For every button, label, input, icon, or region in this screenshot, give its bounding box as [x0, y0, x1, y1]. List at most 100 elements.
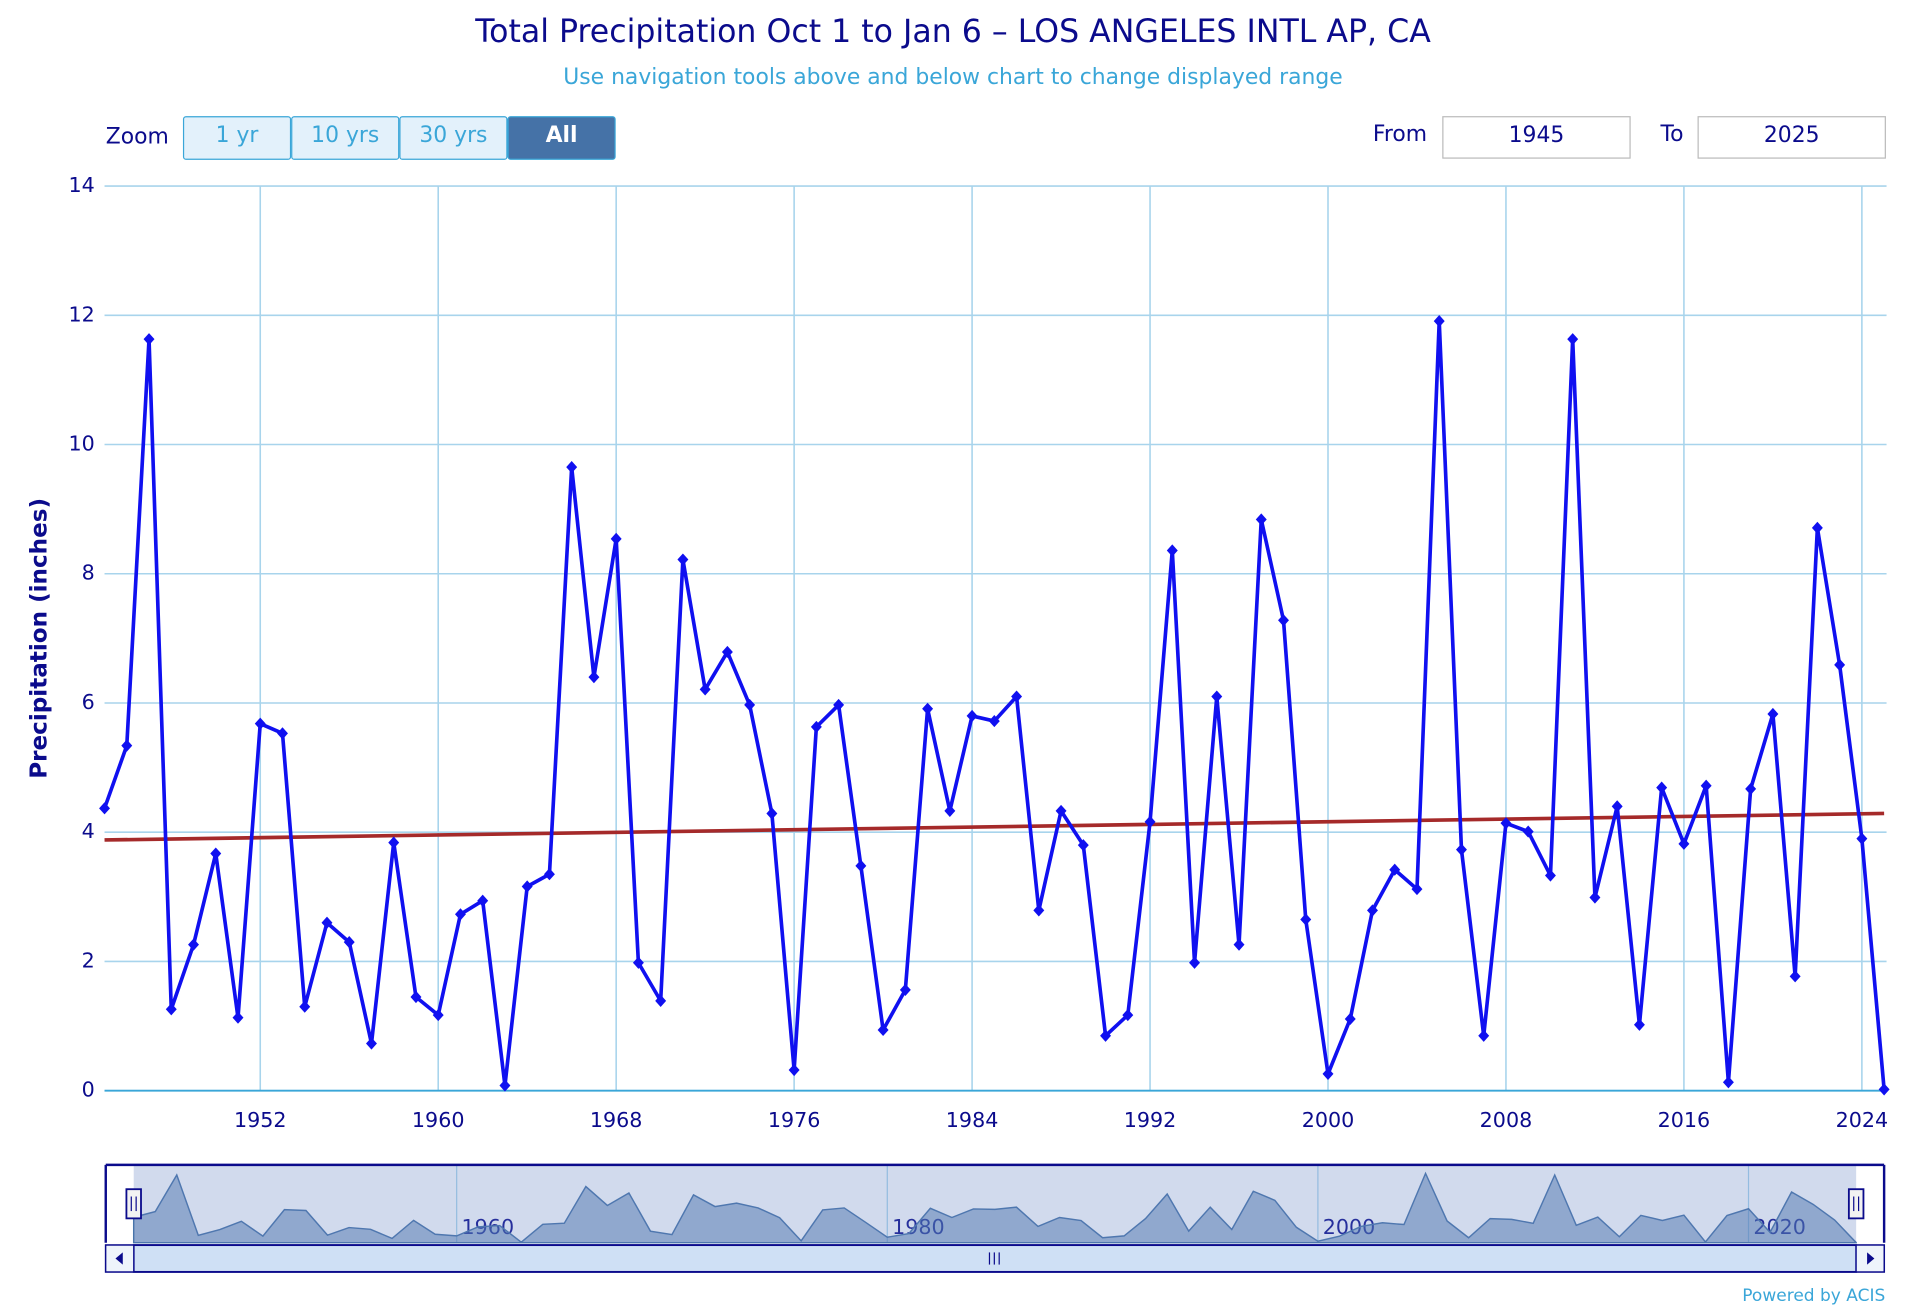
data-point — [1567, 333, 1579, 346]
data-point — [566, 461, 578, 474]
data-point — [788, 1063, 800, 1077]
data-point — [1811, 521, 1823, 534]
navigator-handle[interactable] — [1847, 1188, 1865, 1220]
data-point — [1656, 781, 1668, 794]
data-point — [1500, 817, 1512, 830]
zoom-button-label[interactable]: 10 yrs — [311, 123, 379, 148]
data-point — [388, 836, 400, 849]
data-point — [1322, 1067, 1334, 1080]
data-point — [1433, 315, 1445, 328]
data-point — [1789, 970, 1801, 983]
data-point — [343, 935, 355, 949]
data-point — [499, 1079, 511, 1092]
navigator-selection — [133, 1164, 1857, 1243]
to-input[interactable] — [1697, 116, 1886, 159]
x-tick-label: 1960 — [412, 1108, 465, 1132]
data-point — [1455, 843, 1467, 856]
chart-title: Total Precipitation Oct 1 to Jan 6 – LOS… — [474, 14, 1431, 50]
data-point — [277, 727, 288, 740]
from-value[interactable]: 1945 — [1509, 123, 1565, 148]
x-tick-label: 1976 — [768, 1108, 821, 1132]
data-point — [232, 1011, 244, 1024]
data-point — [1722, 1076, 1734, 1089]
zoom-button[interactable] — [182, 116, 292, 160]
data-point — [1211, 690, 1223, 703]
data-point — [454, 908, 466, 921]
data-point — [432, 1009, 444, 1022]
zoom-button[interactable] — [507, 116, 616, 160]
data-point — [1033, 904, 1045, 917]
data-point — [877, 1023, 889, 1037]
data-point — [210, 847, 222, 860]
data-point — [1300, 913, 1312, 926]
data-point — [1700, 779, 1712, 792]
data-point — [1589, 891, 1601, 904]
data-point — [521, 880, 533, 893]
data-point — [1878, 1083, 1890, 1096]
x-tick-label: 1992 — [1124, 1108, 1177, 1132]
data-point — [321, 916, 333, 929]
data-point — [1233, 938, 1245, 951]
data-point — [165, 1003, 177, 1016]
zoom-button-label[interactable]: All — [546, 123, 578, 148]
data-point — [366, 1037, 377, 1050]
data-point — [143, 333, 155, 346]
data-point — [1522, 825, 1534, 838]
data-point — [922, 702, 934, 715]
from-label: From — [1373, 122, 1427, 147]
zoom-button-label[interactable]: 1 yr — [216, 123, 259, 148]
y-tick-label: 0 — [82, 1078, 95, 1102]
data-point — [721, 645, 733, 659]
y-tick-label: 6 — [82, 690, 95, 714]
y-tick-label: 2 — [82, 948, 95, 972]
data-point — [610, 532, 622, 545]
data-point — [99, 802, 111, 815]
from-input[interactable] — [1442, 116, 1631, 159]
data-point — [1678, 837, 1690, 850]
y-tick-label: 8 — [82, 561, 95, 585]
data-point — [1478, 1029, 1490, 1042]
data-point — [410, 990, 422, 1004]
data-point — [188, 938, 199, 951]
data-point — [299, 1000, 311, 1013]
data-point — [1166, 544, 1178, 557]
to-value[interactable]: 2025 — [1764, 123, 1820, 148]
data-point — [543, 868, 555, 881]
data-point — [588, 671, 600, 684]
data-point — [1745, 782, 1757, 796]
data-point — [944, 804, 956, 817]
data-point — [254, 717, 266, 730]
data-point — [988, 715, 1000, 728]
x-tick-label: 2008 — [1480, 1108, 1533, 1132]
footer: Powered by ACIS — [1742, 1286, 1885, 1306]
navigator-handle[interactable] — [125, 1188, 142, 1220]
to-label: To — [1660, 122, 1684, 147]
y-tick-label: 12 — [69, 302, 95, 326]
data-point — [1344, 1012, 1356, 1026]
data-point — [1189, 956, 1201, 969]
data-point — [1611, 800, 1623, 813]
data-line — [102, 319, 1886, 1090]
x-tick-label: 2000 — [1302, 1108, 1355, 1132]
data-point — [477, 894, 489, 907]
zoom-button[interactable] — [291, 116, 400, 160]
zoom-button-label[interactable]: 30 yrs — [419, 123, 487, 148]
data-point — [1544, 869, 1556, 882]
data-point — [1411, 883, 1423, 896]
zoom-button[interactable] — [399, 116, 508, 160]
navigator-area — [132, 1171, 1857, 1244]
data-point — [1011, 690, 1023, 703]
x-tick-label: 1968 — [590, 1108, 643, 1132]
data-point — [121, 739, 133, 752]
y-axis-label: Precipitation (inches) — [27, 498, 53, 779]
scrollbar-arrow — [115, 1252, 123, 1265]
y-tick-label: 14 — [69, 173, 95, 197]
data-point — [833, 698, 845, 712]
data-point — [966, 709, 978, 722]
trend-line — [104, 811, 1885, 842]
x-tick-label: 1952 — [234, 1108, 287, 1132]
data-point — [855, 859, 867, 872]
scrollbar-arrow — [1867, 1252, 1875, 1265]
data-point — [1367, 904, 1378, 917]
